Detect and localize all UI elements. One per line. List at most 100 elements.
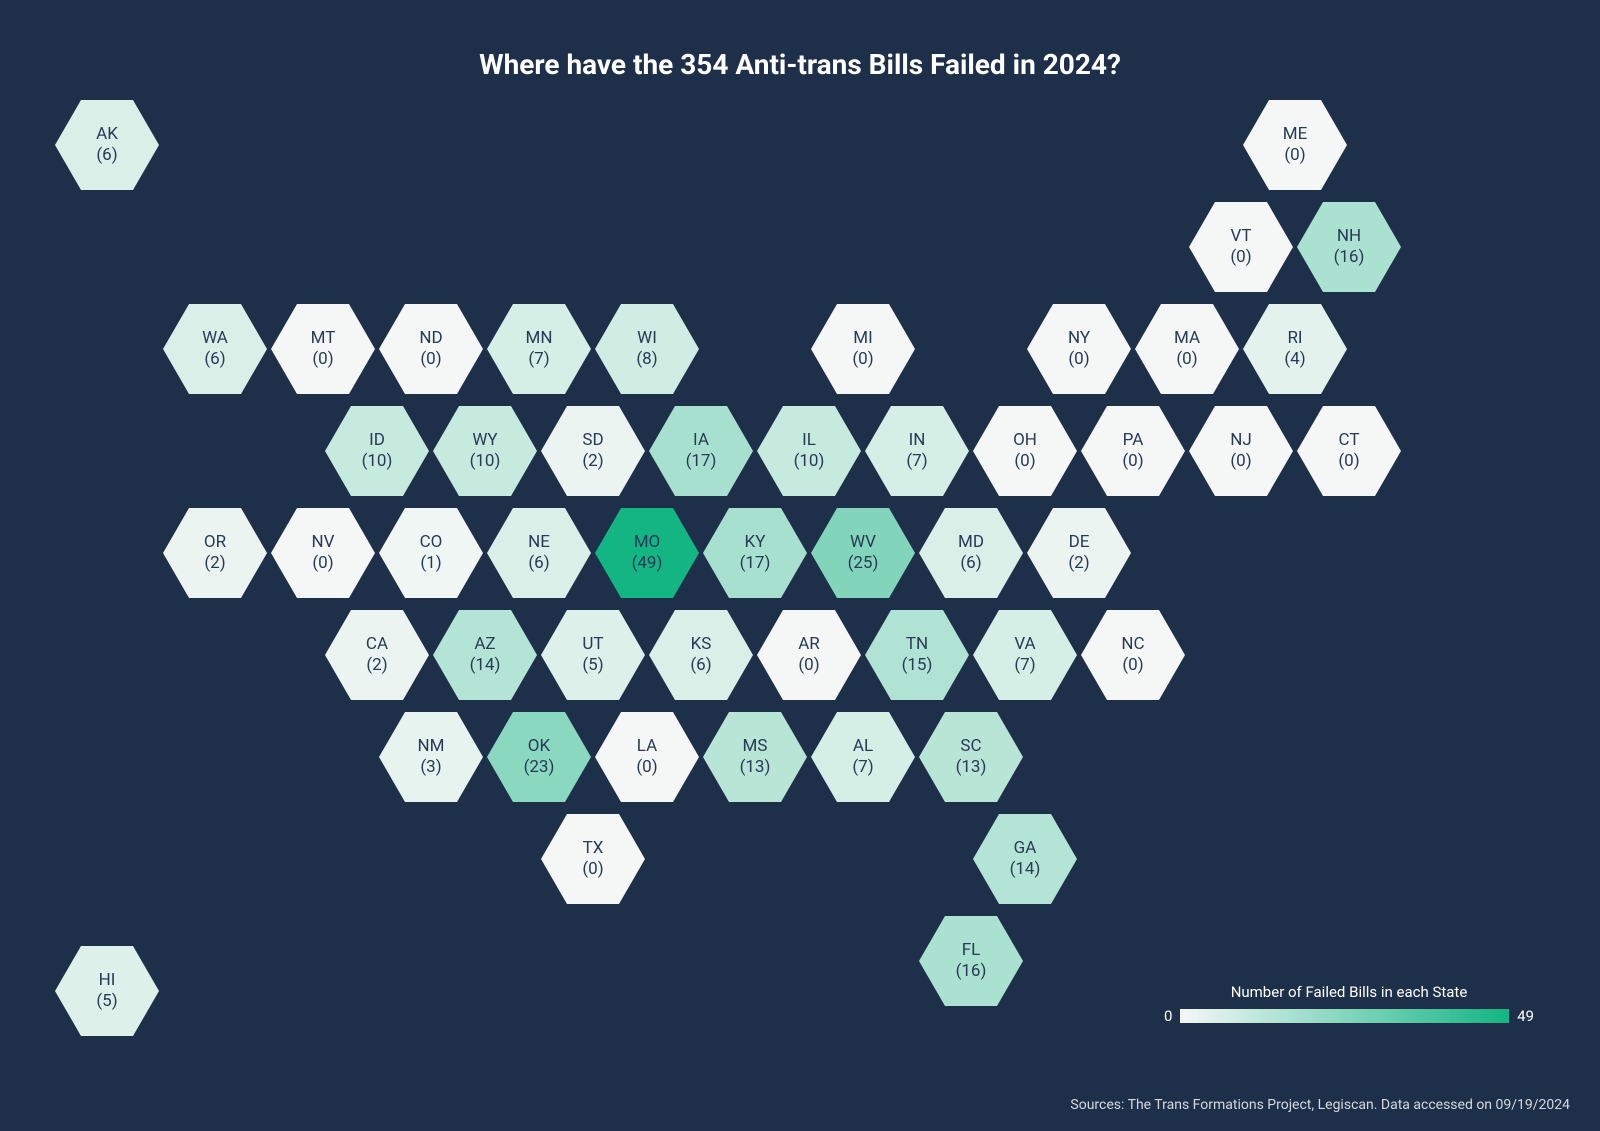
state-hex-ky: KY(17) (703, 508, 807, 598)
sources-text: Sources: The Trans Formations Project, L… (1070, 1097, 1570, 1113)
legend-bar-wrap: 0 49 (1164, 1007, 1534, 1025)
state-label: KY(17) (740, 532, 771, 575)
state-hex-al: AL(7) (811, 712, 915, 802)
state-hex-ak: AK(6) (55, 100, 159, 190)
state-label: ID(10) (362, 430, 393, 473)
state-hex-ne: NE(6) (487, 508, 591, 598)
state-hex-mn: MN(7) (487, 304, 591, 394)
state-label: NC(0) (1121, 634, 1144, 677)
state-hex-ar: AR(0) (757, 610, 861, 700)
state-label: OK(23) (524, 736, 555, 779)
state-label: VT(0) (1230, 226, 1251, 269)
state-label: CO(1) (420, 532, 443, 575)
state-label: DE(2) (1068, 532, 1089, 575)
state-label: MD(6) (958, 532, 984, 575)
state-hex-tx: TX(0) (541, 814, 645, 904)
state-hex-fl: FL(16) (919, 916, 1023, 1006)
state-hex-mo: MO(49) (595, 508, 699, 598)
state-label: ME(0) (1283, 124, 1308, 167)
state-label: AZ(14) (470, 634, 501, 677)
state-label: OR(2) (204, 532, 226, 575)
state-label: MA(0) (1174, 328, 1200, 371)
state-hex-va: VA(7) (973, 610, 1077, 700)
state-label: IN(7) (906, 430, 927, 473)
state-label: SD(2) (582, 430, 603, 473)
state-label: WI(8) (636, 328, 657, 371)
state-label: TN(15) (902, 634, 933, 677)
state-label: CT(0) (1338, 430, 1359, 473)
state-hex-sd: SD(2) (541, 406, 645, 496)
state-hex-oh: OH(0) (973, 406, 1077, 496)
state-hex-nm: NM(3) (379, 712, 483, 802)
state-hex-az: AZ(14) (433, 610, 537, 700)
state-label: VA(7) (1014, 634, 1035, 677)
state-hex-nh: NH(16) (1297, 202, 1401, 292)
state-hex-nv: NV(0) (271, 508, 375, 598)
state-hex-pa: PA(0) (1081, 406, 1185, 496)
legend-min: 0 (1164, 1007, 1172, 1025)
state-label: ND(0) (419, 328, 442, 371)
state-label: RI(4) (1284, 328, 1305, 371)
state-label: NE(6) (528, 532, 550, 575)
state-label: MT(0) (311, 328, 336, 371)
state-hex-ny: NY(0) (1027, 304, 1131, 394)
state-hex-sc: SC(13) (919, 712, 1023, 802)
state-hex-ut: UT(5) (541, 610, 645, 700)
state-hex-wa: WA(6) (163, 304, 267, 394)
state-hex-ri: RI(4) (1243, 304, 1347, 394)
state-label: NV(0) (312, 532, 335, 575)
state-label: GA(14) (1010, 838, 1041, 881)
state-hex-ks: KS(6) (649, 610, 753, 700)
state-hex-co: CO(1) (379, 508, 483, 598)
state-hex-de: DE(2) (1027, 508, 1131, 598)
state-label: AK(6) (96, 124, 118, 167)
state-hex-ct: CT(0) (1297, 406, 1401, 496)
state-label: CA(2) (366, 634, 388, 677)
hex-cartogram: AK(6) ME(0) VT(0) NH(16) WA(6) MT(0) ND(0) MN(7… (0, 0, 1600, 1131)
state-label: AL(7) (852, 736, 873, 779)
legend-max: 49 (1517, 1007, 1534, 1025)
state-label: TX(0) (582, 838, 603, 881)
state-label: IL(10) (794, 430, 825, 473)
state-hex-tn: TN(15) (865, 610, 969, 700)
state-hex-ca: CA(2) (325, 610, 429, 700)
state-hex-il: IL(10) (757, 406, 861, 496)
state-label: AR(0) (798, 634, 820, 677)
state-hex-ok: OK(23) (487, 712, 591, 802)
state-label: MS(13) (740, 736, 771, 779)
state-hex-nd: ND(0) (379, 304, 483, 394)
state-hex-la: LA(0) (595, 712, 699, 802)
state-hex-in: IN(7) (865, 406, 969, 496)
state-label: PA(0) (1122, 430, 1143, 473)
state-hex-ia: IA(17) (649, 406, 753, 496)
state-label: NM(3) (418, 736, 445, 779)
state-label: UT(5) (582, 634, 603, 677)
state-hex-wv: WV(25) (811, 508, 915, 598)
state-label: IA(17) (686, 430, 717, 473)
state-hex-wi: WI(8) (595, 304, 699, 394)
state-hex-ga: GA(14) (973, 814, 1077, 904)
state-hex-me: ME(0) (1243, 100, 1347, 190)
state-label: FL(16) (956, 940, 987, 983)
state-label: HI(5) (96, 970, 117, 1013)
state-label: SC(13) (956, 736, 987, 779)
state-hex-mi: MI(0) (811, 304, 915, 394)
state-hex-wy: WY(10) (433, 406, 537, 496)
state-hex-nc: NC(0) (1081, 610, 1185, 700)
state-label: KS(6) (690, 634, 711, 677)
state-label: WY(10) (470, 430, 501, 473)
state-hex-ma: MA(0) (1135, 304, 1239, 394)
state-label: WA(6) (202, 328, 228, 371)
state-label: NY(0) (1068, 328, 1090, 371)
state-hex-nj: NJ(0) (1189, 406, 1293, 496)
state-hex-md: MD(6) (919, 508, 1023, 598)
legend-title: Number of Failed Bills in each State (1164, 983, 1534, 1001)
state-label: MO(49) (632, 532, 663, 575)
state-label: NJ(0) (1230, 430, 1252, 473)
state-hex-hi: HI(5) (55, 946, 159, 1036)
state-hex-ms: MS(13) (703, 712, 807, 802)
legend: Number of Failed Bills in each State 0 4… (1164, 983, 1534, 1025)
state-label: LA(0) (636, 736, 657, 779)
state-label: NH(16) (1334, 226, 1365, 269)
state-label: WV(25) (848, 532, 879, 575)
